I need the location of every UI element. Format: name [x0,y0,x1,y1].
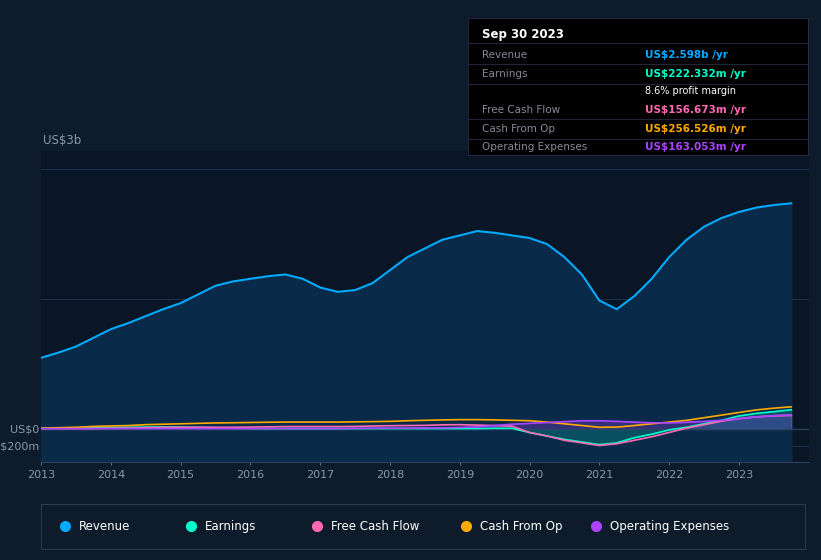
Text: US$163.053m /yr: US$163.053m /yr [644,142,745,152]
Text: US$3b: US$3b [43,134,81,147]
Text: Earnings: Earnings [482,69,527,79]
Text: US$222.332m /yr: US$222.332m /yr [644,69,745,79]
Text: Revenue: Revenue [80,520,131,533]
Text: US$0: US$0 [11,424,39,434]
Text: 8.6% profit margin: 8.6% profit margin [644,86,736,96]
Text: Earnings: Earnings [205,520,257,533]
Text: Operating Expenses: Operating Expenses [610,520,729,533]
Text: US$256.526m /yr: US$256.526m /yr [644,124,745,134]
Text: US$2.598b /yr: US$2.598b /yr [644,50,727,60]
Text: Revenue: Revenue [482,50,527,60]
Text: Cash From Op: Cash From Op [480,520,562,533]
Text: Operating Expenses: Operating Expenses [482,142,587,152]
Text: Sep 30 2023: Sep 30 2023 [482,28,563,41]
Text: Free Cash Flow: Free Cash Flow [331,520,420,533]
Text: -US$200m: -US$200m [0,441,39,451]
Text: Free Cash Flow: Free Cash Flow [482,105,560,115]
Text: US$156.673m /yr: US$156.673m /yr [644,105,745,115]
Text: Cash From Op: Cash From Op [482,124,555,134]
